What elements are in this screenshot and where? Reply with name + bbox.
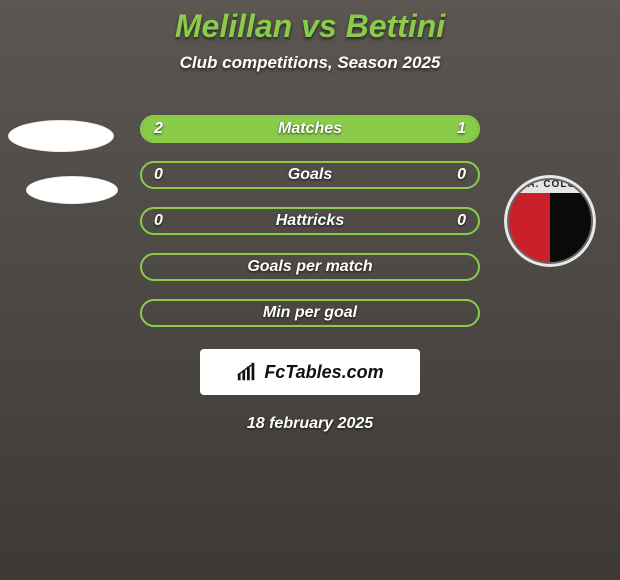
page-title: Melillan vs Bettini (0, 0, 620, 45)
stat-row-hattricks: 0 Hattricks 0 (140, 207, 480, 235)
stat-value-left: 2 (154, 120, 163, 138)
stat-value-left: 0 (154, 166, 163, 184)
stat-value-right: 1 (457, 120, 466, 138)
stat-value-right: 0 (457, 166, 466, 184)
stat-value-left: 0 (154, 212, 163, 230)
stats-content: 2 Matches 1 0 Goals 0 0 Hattricks 0 Goal… (0, 115, 620, 433)
stat-label: Goals (288, 166, 332, 184)
stat-row-goals: 0 Goals 0 (140, 161, 480, 189)
stat-row-gpm: Goals per match (140, 253, 480, 281)
stat-value-right: 0 (457, 212, 466, 230)
stat-label: Min per goal (263, 304, 357, 322)
stat-label: Hattricks (276, 212, 344, 230)
stat-bar: Goals per match (140, 253, 480, 281)
page-subtitle: Club competitions, Season 2025 (0, 53, 620, 73)
branding-text: FcTables.com (264, 362, 383, 383)
stat-row-matches: 2 Matches 1 (140, 115, 480, 143)
stat-bar: Min per goal (140, 299, 480, 327)
stat-bar: 2 Matches 1 (140, 115, 480, 143)
stat-label: Matches (278, 120, 342, 138)
root-background: Melillan vs Bettini Club competitions, S… (0, 0, 620, 580)
stat-label: Goals per match (247, 258, 372, 276)
stat-bar: 0 Hattricks 0 (140, 207, 480, 235)
branding-logo-box: FcTables.com (200, 349, 420, 395)
chart-icon (236, 361, 258, 383)
date-label: 18 february 2025 (247, 415, 373, 433)
stat-bar: 0 Goals 0 (140, 161, 480, 189)
stat-row-mpg: Min per goal (140, 299, 480, 327)
